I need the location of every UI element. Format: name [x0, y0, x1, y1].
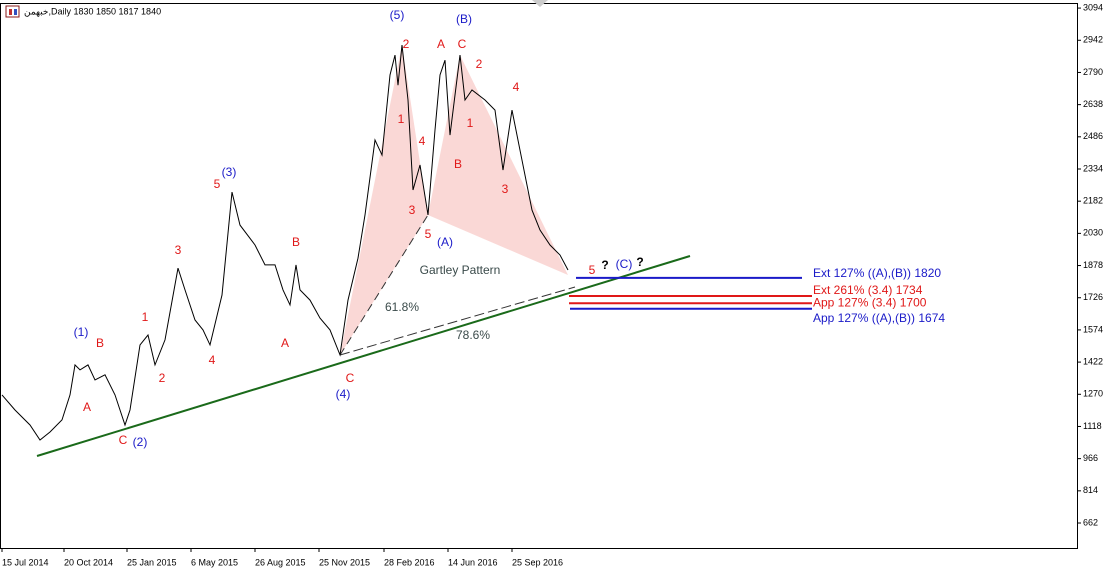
trend-line: [36, 255, 691, 457]
y-tick-label: 3094: [1083, 2, 1103, 12]
wave-label: 3: [409, 203, 416, 217]
scroll-marker: [532, 0, 548, 7]
wave-label: B: [96, 336, 104, 350]
wave-label: C: [346, 371, 355, 385]
wave-label: B: [292, 235, 300, 249]
wave-label: 4: [209, 353, 216, 367]
wave-label: 1: [142, 310, 149, 324]
level-label: Ext 127% ((A),(B)) 1820: [813, 266, 941, 280]
y-tick-label: 2030: [1083, 228, 1103, 238]
level-label: App 127% (3.4) 1700: [813, 295, 927, 309]
wave-label: (2): [133, 435, 148, 449]
y-tick-label: 1574: [1083, 324, 1103, 334]
x-tick-label: 14 Jun 2016: [448, 557, 498, 567]
level-label: Ext 261% (3.4) 1734: [813, 283, 923, 297]
y-tick-label: 1878: [1083, 260, 1103, 270]
y-tick-label: 2942: [1083, 35, 1103, 45]
wave-label: 5: [214, 177, 221, 191]
wave-label: 2: [159, 371, 166, 385]
level-label: App 127% ((A),(B)) 1674: [813, 311, 945, 325]
y-tick-label: 814: [1083, 485, 1098, 495]
wave-label: (B): [456, 12, 472, 26]
window-icon: [5, 5, 20, 18]
wave-label: ?: [601, 258, 608, 272]
wave-label: B: [454, 157, 462, 171]
wave-label: 61.8%: [385, 300, 419, 314]
wave-label: (4): [336, 387, 351, 401]
fib-line: [339, 214, 429, 356]
x-tick-label: 20 Oct 2014: [64, 557, 113, 567]
wave-label: Gartley Pattern: [420, 263, 501, 277]
x-tick-label: 15 Jul 2014: [2, 557, 49, 567]
wave-label: (A): [437, 235, 453, 249]
wave-label: 5: [425, 227, 432, 241]
chart-title: خبهمن,Daily 1830 1850 1817 1840: [24, 6, 161, 17]
y-tick-label: 662: [1083, 517, 1098, 527]
pattern-shade: [428, 55, 568, 275]
y-tick-label: 1726: [1083, 292, 1103, 302]
wave-label: 3: [175, 243, 182, 257]
wave-label: 4: [419, 134, 426, 148]
y-tick-label: 2182: [1083, 196, 1103, 206]
wave-label: C: [119, 433, 128, 447]
wave-label: (3): [222, 165, 237, 179]
wave-label: 2: [476, 57, 483, 71]
wave-label: (C): [616, 257, 633, 271]
wave-label: (5): [390, 8, 405, 22]
wave-label: 2: [403, 37, 410, 51]
y-tick-label: 1270: [1083, 389, 1103, 399]
x-tick-label: 25 Sep 2016: [512, 557, 563, 567]
fib-line: [339, 286, 576, 356]
wave-label: 4: [513, 80, 520, 94]
wave-label: A: [437, 37, 445, 51]
y-tick-label: 1422: [1083, 356, 1103, 366]
y-tick-label: 966: [1083, 453, 1098, 463]
y-tick-label: 2790: [1083, 67, 1103, 77]
wave-label: (1): [74, 325, 89, 339]
wave-label: A: [281, 336, 289, 350]
pattern-shade: [340, 45, 428, 355]
y-tick-label: 2486: [1083, 131, 1103, 141]
y-tick-label: 2638: [1083, 99, 1103, 109]
y-tick-label: 2334: [1083, 163, 1103, 173]
wave-label: 5: [589, 263, 596, 277]
wave-label: 3: [502, 182, 509, 196]
wave-label: A: [83, 400, 91, 414]
wave-label: 1: [398, 112, 405, 126]
wave-label: ?: [636, 255, 643, 269]
x-tick-label: 25 Nov 2015: [319, 557, 370, 567]
wave-label: 1: [467, 116, 474, 130]
wave-label: C: [458, 37, 467, 51]
x-tick-label: 26 Aug 2015: [255, 557, 306, 567]
price-line: [1, 45, 569, 441]
x-tick-label: 28 Feb 2016: [384, 557, 435, 567]
x-tick-label: 6 May 2015: [191, 557, 238, 567]
x-tick-label: 25 Jan 2015: [127, 557, 177, 567]
y-tick-label: 1118: [1083, 421, 1102, 431]
wave-label: 78.6%: [456, 328, 490, 342]
